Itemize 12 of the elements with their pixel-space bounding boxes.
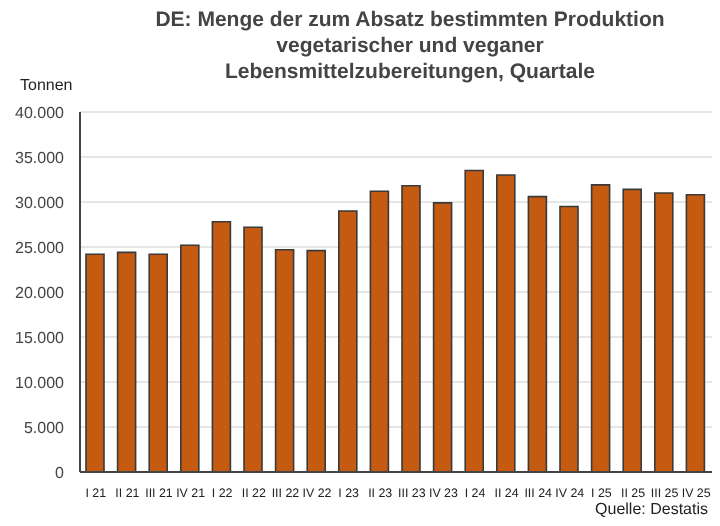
y-tick-label: 15.000 xyxy=(15,328,66,347)
y-tick-label: 35.000 xyxy=(15,148,66,167)
y-tick-label: 20.000 xyxy=(15,283,66,302)
source-note: Quelle: Destatis xyxy=(595,500,708,518)
y-axis-title: Tonnen xyxy=(20,76,73,94)
y-tick-label: 25.000 xyxy=(15,238,66,257)
y-tick-label: 40.000 xyxy=(15,103,66,122)
y-tick-label: 10.000 xyxy=(15,373,66,392)
y-tick-label: 30.000 xyxy=(15,193,66,212)
y-tick-label: 0 xyxy=(55,463,66,482)
chart-title: DE: Menge der zum Absatz bestimmten Produktion vegetarischer und veganer Lebensmittelzubereitungen, Quartale xyxy=(153,8,667,86)
y-tick-label: 5.000 xyxy=(23,418,66,437)
